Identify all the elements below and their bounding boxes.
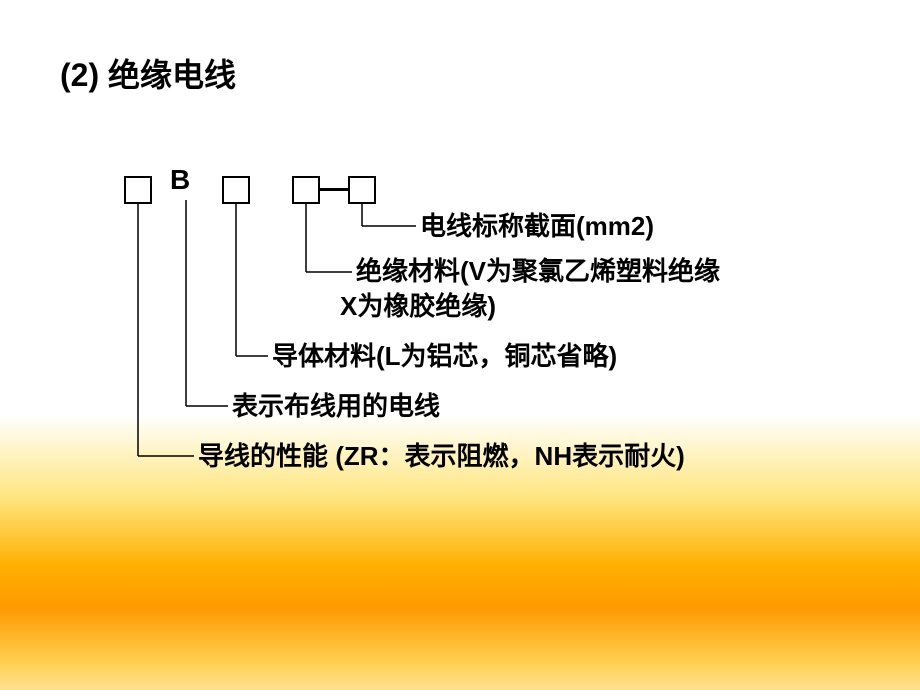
code-box-2 (222, 176, 250, 204)
desc-wiring: 表示布线用的电线 (232, 390, 440, 424)
desc-conductor: 导体材料(L为铝芯，铜芯省略) (272, 340, 617, 374)
desc-insulation-line2: X为橡胶绝缘) (340, 290, 496, 324)
slide: (2) 绝缘电线 B 电线标称截面(mm2) 绝缘材料(V为聚氯乙烯塑料绝缘 X… (0, 0, 920, 690)
code-box-4 (348, 176, 376, 204)
code-dash (320, 188, 348, 191)
desc-insulation-line1: 绝缘材料(V为聚氯乙烯塑料绝缘 (356, 255, 720, 289)
code-box-1 (124, 176, 152, 204)
desc-performance: 导线的性能 (ZR：表示阻燃，NH表示耐火) (198, 440, 685, 474)
section-title: (2) 绝缘电线 (60, 50, 236, 96)
desc-cross-section: 电线标称截面(mm2) (420, 210, 654, 244)
code-box-3 (292, 176, 320, 204)
code-letter-b: B (170, 164, 190, 196)
